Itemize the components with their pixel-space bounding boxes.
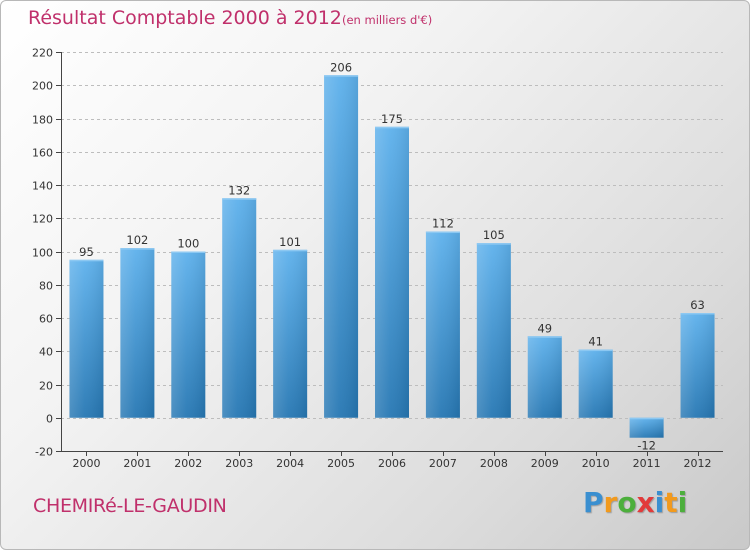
bar-highlight xyxy=(171,251,206,253)
value-label: 132 xyxy=(228,183,250,197)
y-tick-label: 180 xyxy=(32,114,53,127)
bar-highlight xyxy=(680,313,715,315)
bar-highlight xyxy=(222,198,257,200)
y-tick-label: 100 xyxy=(32,247,53,260)
value-label: 102 xyxy=(126,233,148,247)
y-tick-label: 160 xyxy=(32,147,53,160)
logo-letter: t xyxy=(664,486,678,519)
bars xyxy=(69,75,715,438)
bar-highlight xyxy=(578,349,613,352)
bar-highlight xyxy=(476,243,511,245)
chart-subtitle: (en milliers d'€) xyxy=(342,13,433,27)
logo-letter: o xyxy=(617,486,637,519)
logo-letter: i xyxy=(677,486,688,519)
bar-highlight xyxy=(69,259,104,262)
bar-shine xyxy=(120,248,155,418)
x-tick-label: 2003 xyxy=(225,457,253,470)
bar-highlight xyxy=(527,336,562,338)
logo-letter: P xyxy=(583,486,604,519)
value-label: 175 xyxy=(381,112,403,126)
bar-highlight xyxy=(324,75,359,77)
y-tick-label: 40 xyxy=(39,346,53,359)
value-label: -12 xyxy=(637,439,656,453)
value-label: 112 xyxy=(432,217,454,231)
y-tick-label: -20 xyxy=(35,446,53,459)
value-label: 41 xyxy=(588,335,603,349)
y-tick-label: 60 xyxy=(39,313,53,326)
bar-shine xyxy=(375,126,409,418)
bar-shine xyxy=(273,249,308,418)
bar-shine xyxy=(69,259,104,418)
value-label: 100 xyxy=(177,237,199,251)
x-tick-label: 2002 xyxy=(174,457,202,470)
bar-shine xyxy=(527,336,562,418)
x-tick-label: 2009 xyxy=(531,457,559,470)
bar-shine xyxy=(222,198,257,418)
bar-shine xyxy=(324,75,359,418)
y-tick-label: 0 xyxy=(46,413,53,426)
y-tick-label: 220 xyxy=(32,47,53,60)
bar-highlight xyxy=(375,126,409,129)
x-tick-label: 2006 xyxy=(378,457,406,470)
logo-letter: r xyxy=(603,486,618,519)
y-tick-label: 200 xyxy=(32,80,53,93)
x-tick-label: 2007 xyxy=(429,457,457,470)
bar-shine xyxy=(578,349,613,418)
value-label: 101 xyxy=(279,235,301,249)
x-tick-label: 2000 xyxy=(72,457,100,470)
x-tick-label: 2011 xyxy=(633,457,661,470)
bar-shine xyxy=(680,313,715,418)
value-label: 105 xyxy=(483,228,505,242)
x-tick-label: 2008 xyxy=(480,457,508,470)
logo-letter: i xyxy=(654,486,665,519)
bar-shine xyxy=(171,251,206,418)
x-tick-label: 2012 xyxy=(684,457,712,470)
proxiti-logo: Proxiti xyxy=(583,486,687,519)
bar-highlight xyxy=(629,417,664,420)
value-label: 63 xyxy=(690,298,705,312)
axes: -20 0 20 40 60 80 100 120 140 160 180 200 220 2000 200… xyxy=(32,47,723,470)
bar-highlight xyxy=(120,248,155,250)
labels: 95 102 100 132 101 206 175 112 105 49 41 -12 63 xyxy=(79,60,705,452)
bar-highlight xyxy=(425,231,460,234)
bar-shine xyxy=(425,231,460,418)
value-label: 206 xyxy=(330,60,352,74)
chart-title: Résultat Comptable 2000 à 2012 xyxy=(28,7,342,29)
x-tick-label: 2010 xyxy=(582,457,610,470)
y-tick-label: 140 xyxy=(32,180,53,193)
y-tick-label: 120 xyxy=(32,213,53,226)
x-tick-label: 2001 xyxy=(123,457,151,470)
y-tick-label: 80 xyxy=(39,280,53,293)
bar-highlight xyxy=(273,249,308,252)
x-tick-label: 2005 xyxy=(327,457,355,470)
x-tick-label: 2004 xyxy=(276,457,304,470)
logo-letter: x xyxy=(636,486,655,519)
y-tick-label: 20 xyxy=(39,380,53,393)
value-label: 49 xyxy=(537,321,552,335)
bar-shine xyxy=(629,417,664,438)
bar-shine xyxy=(476,243,511,418)
value-label: 95 xyxy=(79,245,94,259)
commune-name: CHEMIRé-LE-GAUDIN xyxy=(33,495,227,517)
